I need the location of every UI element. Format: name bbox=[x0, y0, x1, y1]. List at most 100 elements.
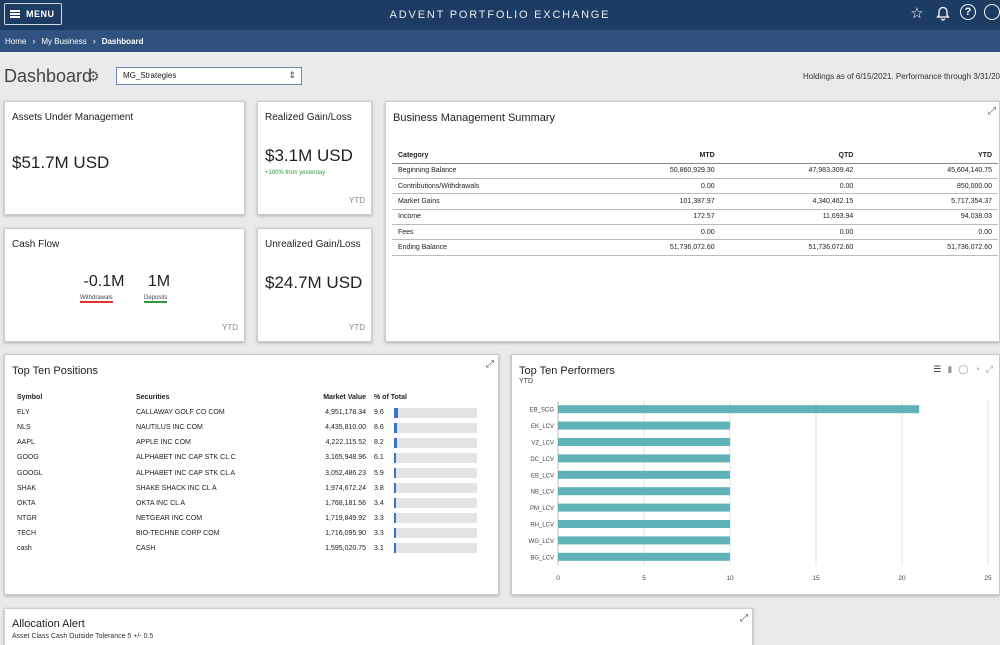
strategy-select[interactable]: MG_Strategies ⇕ bbox=[116, 67, 302, 85]
performer-bar[interactable] bbox=[558, 421, 730, 430]
table-cell: Contributions/Withdrawals bbox=[392, 178, 582, 195]
table-row[interactable]: TECH BIO-TECHNE CORP COM 1,716,095.90 3.3 bbox=[13, 526, 481, 541]
chevron-right-icon: › bbox=[32, 36, 36, 46]
expand-icon[interactable]: ⤢ bbox=[988, 106, 996, 117]
table-row[interactable]: cash CASH 1,595,020.75 3.1 bbox=[13, 541, 481, 556]
performer-bar[interactable] bbox=[558, 503, 730, 512]
help-icon[interactable]: ? bbox=[960, 4, 976, 20]
position-mv: 1,768,181.56 bbox=[325, 499, 366, 507]
withdrawals-label[interactable]: Withdrawals bbox=[80, 295, 113, 303]
bar-chart-icon[interactable]: ☰ bbox=[933, 364, 942, 374]
position-mv: 3,165,948.96 bbox=[325, 454, 366, 462]
position-pct: 5.9 bbox=[374, 469, 384, 477]
category-label: VZ_LCV bbox=[531, 441, 554, 447]
table-header-row: Category MTD QTD YTD bbox=[392, 148, 998, 164]
x-tick-label: 0 bbox=[556, 575, 560, 582]
performers-card: Top Ten Performers YTD ☰ ▮ ◯ ◔ ⤢ 0 5 10 15 2… bbox=[511, 354, 1000, 595]
column-chart-icon[interactable]: ▮ bbox=[947, 364, 953, 374]
table-cell: 51,736,072.60 bbox=[582, 239, 721, 256]
position-mv: 1,719,849.92 bbox=[325, 514, 366, 522]
performer-bar[interactable] bbox=[558, 487, 730, 496]
bms-table: Category MTD QTD YTD Beginning Balance 50… bbox=[392, 148, 998, 256]
category-label: EK_LCV bbox=[531, 424, 554, 430]
performer-bar[interactable] bbox=[558, 552, 730, 561]
expand-icon[interactable]: ⤢ bbox=[985, 364, 993, 374]
positions-card: Top Ten Positions ⤢ Symbol Securities Ma… bbox=[4, 354, 499, 595]
performer-bar[interactable] bbox=[558, 470, 730, 479]
performer-bar[interactable] bbox=[558, 454, 730, 463]
alloc-subtitle: Asset Class Cash Outside Tolerance 5 +/-… bbox=[12, 633, 154, 640]
performer-bar[interactable] bbox=[558, 438, 730, 446]
column-header[interactable]: Symbol bbox=[17, 394, 43, 402]
category-label: PM_LCV bbox=[530, 506, 554, 512]
x-tick-label: 20 bbox=[898, 575, 906, 582]
column-header[interactable]: QTD bbox=[720, 148, 860, 164]
position-symbol: GOOG bbox=[17, 454, 39, 462]
aum-card: Assets Under Management $51.7M USD bbox=[4, 101, 245, 215]
table-row[interactable]: AAPL APPLE INC COM 4,222,115.52 8.2 bbox=[13, 435, 481, 450]
deposits-label[interactable]: Deposits bbox=[144, 295, 168, 303]
performer-bar[interactable] bbox=[558, 536, 730, 545]
position-security: NETGEAR INC COM bbox=[136, 514, 203, 522]
table-row: Ending Balance 51,736,072.60 51,736,072.60… bbox=[392, 239, 998, 256]
table-row[interactable]: GOOGL ALPHABET INC CAP STK CL A 3,052,486.… bbox=[13, 465, 481, 480]
column-header[interactable]: % of Total bbox=[374, 394, 407, 402]
page-title: Dashboard bbox=[4, 66, 93, 86]
category-label: DC_LCV bbox=[530, 457, 554, 463]
pct-bar bbox=[394, 528, 477, 539]
expand-icon[interactable]: ⤢ bbox=[486, 359, 494, 370]
breadcrumb-my-business[interactable]: My Business bbox=[41, 36, 87, 46]
pie-chart-icon[interactable]: ◔ bbox=[974, 364, 980, 374]
position-pct-cell: 3.8 bbox=[370, 481, 481, 496]
table-row[interactable]: SHAK SHAKE SHACK INC CL A 1,974,672.24 3.8 bbox=[13, 481, 481, 496]
column-header[interactable]: YTD bbox=[859, 148, 998, 164]
strategy-select-value: MG_Strategies bbox=[123, 71, 177, 80]
menu-button[interactable]: MENU bbox=[4, 3, 62, 25]
position-mv: 4,222,115.52 bbox=[325, 439, 366, 447]
bell-icon[interactable] bbox=[934, 4, 952, 22]
unrealized-card: Unrealized Gain/Loss $24.7M USD YTD bbox=[257, 228, 372, 342]
user-icon[interactable] bbox=[984, 4, 1000, 20]
breadcrumb-home[interactable]: Home bbox=[5, 36, 27, 46]
x-tick-label: 5 bbox=[642, 575, 646, 582]
category-label: EB_SCG bbox=[530, 408, 555, 414]
table-row[interactable]: GOOG ALPHABET INC CAP STK CL C 3,165,948.9… bbox=[13, 450, 481, 465]
position-security: ALPHABET INC CAP STK CL C bbox=[136, 454, 236, 462]
star-icon[interactable]: ☆ bbox=[910, 5, 924, 22]
realized-card: Realized Gain/Loss $3.1M USD +100% from … bbox=[257, 101, 372, 215]
table-row[interactable]: NTGR NETGEAR INC COM 1,719,849.92 3.3 bbox=[13, 511, 481, 526]
x-tick-label: 15 bbox=[812, 575, 820, 582]
column-header[interactable]: Market Value bbox=[323, 394, 366, 402]
table-row[interactable]: NLS NAUTILUS INC COM 4,435,810.00 8.6 bbox=[13, 420, 481, 435]
pct-bar bbox=[394, 422, 477, 433]
chart-toolbar: ☰ ▮ ◯ ◔ ⤢ bbox=[933, 364, 993, 375]
pct-bar-fill bbox=[394, 498, 396, 509]
x-tick-label: 10 bbox=[726, 575, 734, 582]
table-row[interactable]: OKTA OKTA INC CL A 1,768,181.56 3.4 bbox=[13, 496, 481, 511]
table-row[interactable]: ELY CALLAWAY GOLF CO COM 4,951,178.34 9.6 bbox=[13, 405, 481, 420]
expand-icon[interactable]: ⤢ bbox=[740, 613, 748, 624]
gear-icon[interactable]: ⚙ bbox=[87, 68, 100, 84]
performer-bar[interactable] bbox=[558, 405, 920, 414]
position-symbol: GOOGL bbox=[17, 469, 43, 477]
holdings-note: Holdings as of 6/15/2021. Performance th… bbox=[802, 72, 1000, 81]
table-cell: 45,604,140.75 bbox=[859, 163, 998, 180]
category-label: NB_LCV bbox=[531, 490, 554, 496]
table-header-row: Symbol Securities Market Value % of Tota… bbox=[13, 390, 481, 405]
table-cell: 50,860,929.30 bbox=[582, 163, 721, 180]
column-header[interactable]: Category bbox=[392, 148, 582, 164]
position-pct-cell: 3.3 bbox=[370, 526, 481, 541]
donut-chart-icon[interactable]: ◯ bbox=[958, 364, 969, 374]
realized-value: $3.1M USD bbox=[265, 146, 353, 165]
top-bar: ADVENT PORTFOLIO EXCHANGE MENU ☆ ? bbox=[0, 0, 1000, 30]
x-tick-label: 25 bbox=[984, 575, 992, 582]
position-pct-cell: 3.1 bbox=[370, 541, 481, 556]
pct-bar bbox=[394, 483, 477, 494]
position-pct: 3.3 bbox=[374, 514, 384, 522]
performer-bar[interactable] bbox=[558, 520, 730, 528]
column-header[interactable]: Securities bbox=[136, 394, 170, 402]
position-mv: 1,974,672.24 bbox=[325, 484, 366, 492]
table-cell: 5,717,354.37 bbox=[859, 193, 998, 210]
column-header[interactable]: MTD bbox=[582, 148, 721, 164]
position-pct: 8.2 bbox=[374, 439, 384, 447]
